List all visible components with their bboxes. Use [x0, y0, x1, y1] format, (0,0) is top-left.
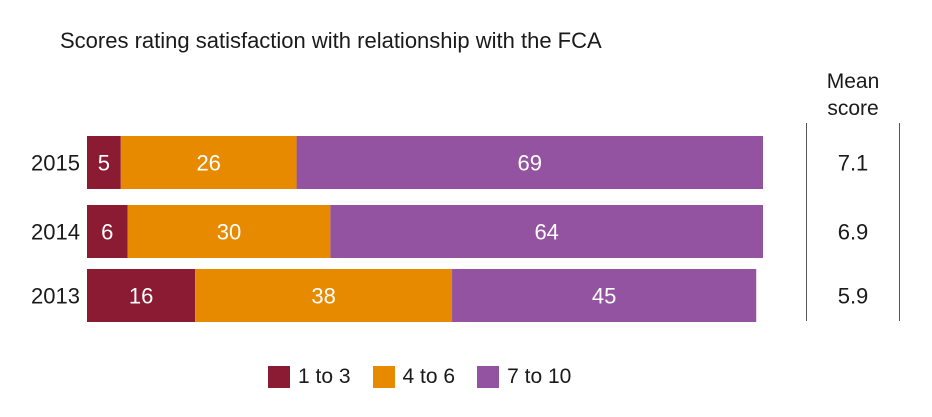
category-label-2013: 2013: [31, 284, 80, 309]
mean-score-2015: 7.1: [838, 151, 869, 176]
data-label-2013-7-to-10: 45: [592, 284, 616, 309]
data-label-2013-1-to-3: 16: [129, 284, 153, 309]
data-label-2015-7-to-10: 69: [518, 151, 542, 176]
legend-item-4-to-6: 4 to 6: [372, 365, 456, 389]
mean-score-right-divider: [899, 123, 900, 321]
legend-swatch-7-to-10: [477, 366, 500, 388]
legend-item-1-to-3: 1 to 3: [268, 365, 351, 389]
data-label-2014-4-to-6: 30: [217, 220, 241, 245]
legend-item-7-to-10: 7 to 10: [477, 365, 571, 389]
category-label-2015: 2015: [31, 151, 80, 176]
legend-label-4-to-6: 4 to 6: [402, 365, 456, 388]
data-label-2015-4-to-6: 26: [196, 151, 220, 176]
bar-segment-2014-7-to-10: [330, 205, 763, 258]
bar-segment-2015-1-to-3: [87, 136, 121, 189]
legend: 1 to 3 4 to 6 7 to 10: [268, 365, 593, 389]
bar-segment-2013-1-to-3: [87, 269, 196, 322]
bar-segment-2014-1-to-3: [87, 205, 128, 258]
mean-score-header: Mean score: [826, 70, 880, 120]
mean-score-2013: 5.9: [838, 284, 869, 309]
legend-label-1-to-3: 1 to 3: [298, 365, 351, 388]
legend-swatch-4-to-6: [372, 366, 395, 388]
chart-title: Scores rating satisfaction with relation…: [60, 28, 602, 53]
legend-swatch-1-to-3: [268, 366, 290, 388]
bar-segment-2014-4-to-6: [127, 205, 331, 258]
mean-score-2014: 6.9: [838, 220, 869, 245]
data-label-2014-7-to-10: 64: [534, 220, 558, 245]
bar-segment-2015-4-to-6: [120, 136, 297, 189]
data-label-2014-1-to-3: 6: [101, 220, 113, 245]
data-label-2013-4-to-6: 38: [311, 284, 335, 309]
category-label-2014: 2014: [31, 220, 80, 245]
data-label-2015-1-to-3: 5: [98, 151, 110, 176]
bar-segment-2013-7-to-10: [452, 269, 757, 322]
bar-segment-2013-4-to-6: [195, 269, 453, 322]
mean-score-left-divider: [806, 123, 807, 321]
legend-label-7-to-10: 7 to 10: [507, 365, 572, 388]
bar-segment-2015-7-to-10: [296, 136, 763, 189]
